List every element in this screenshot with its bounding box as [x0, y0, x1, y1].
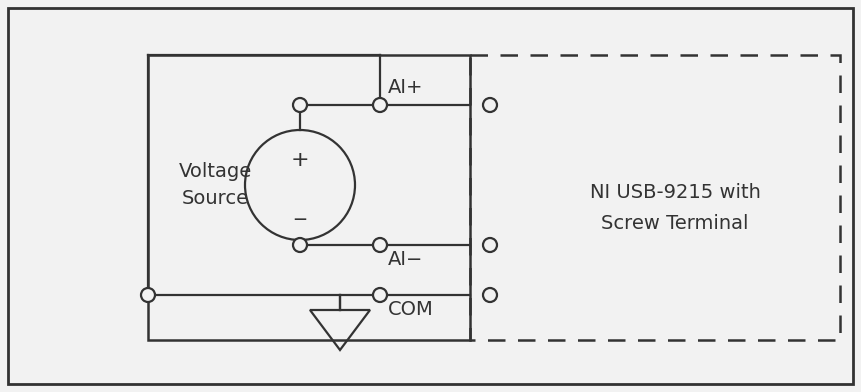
- Text: AI−: AI−: [388, 250, 424, 269]
- Text: _: _: [294, 200, 306, 220]
- Circle shape: [483, 288, 497, 302]
- Circle shape: [293, 98, 307, 112]
- Circle shape: [293, 238, 307, 252]
- Text: NI USB-9215 with
Screw Terminal: NI USB-9215 with Screw Terminal: [590, 183, 760, 232]
- Circle shape: [483, 238, 497, 252]
- Bar: [470, 55, 840, 340]
- Circle shape: [373, 238, 387, 252]
- Circle shape: [141, 288, 155, 302]
- Text: COM: COM: [388, 300, 434, 319]
- Text: AI+: AI+: [388, 78, 424, 97]
- Bar: [148, 55, 470, 340]
- Text: +: +: [291, 150, 309, 170]
- Text: Voltage
Source: Voltage Source: [178, 162, 251, 208]
- Circle shape: [483, 98, 497, 112]
- Circle shape: [373, 98, 387, 112]
- Circle shape: [373, 288, 387, 302]
